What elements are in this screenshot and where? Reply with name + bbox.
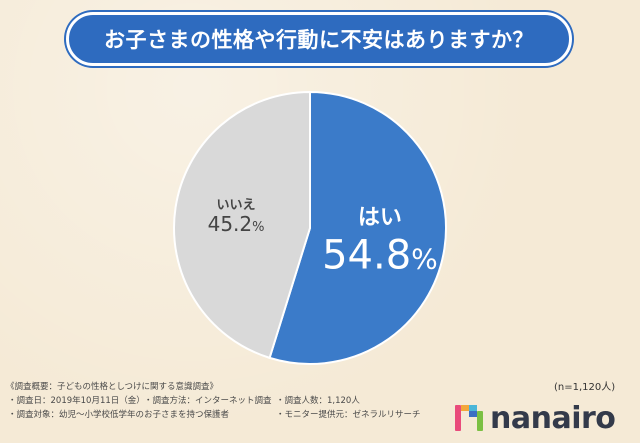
nanairo-logo-mark-icon — [455, 405, 483, 431]
slice-value-number-1: 45.2 — [208, 212, 253, 236]
survey-people: ・調査人数：1,120人 — [276, 396, 360, 406]
survey-summary: 《調査概要：子どもの性格としつけに関する意識調査》 ・調査日：2019年10月1… — [6, 380, 634, 440]
logo-text: nanairo — [490, 400, 616, 436]
survey-heading: 《調査概要：子どもの性格としつけに関する意識調査》 — [6, 382, 218, 392]
survey-monitor: ・モニター提供元：ゼネラルリサーチ — [276, 410, 421, 420]
chart-title: お子さまの性格や行動に不安はありますか？ — [104, 28, 534, 52]
nanairo-logo: nanairo — [452, 398, 616, 438]
pie-slice-0 — [268, 90, 447, 365]
slice-value-percent-1: % — [252, 220, 264, 235]
slice-label-1: いいえ — [217, 198, 256, 213]
slice-value-1: 45.2% — [208, 212, 265, 236]
sample-size-note: (n=1,120人) — [554, 382, 616, 393]
survey-method: ・調査方法：インターネット調査 — [144, 396, 272, 406]
title-banner: お子さまの性格や行動に不安はありますか？ — [66, 12, 572, 66]
slice-label-0: はい — [358, 206, 402, 231]
pie-slice-1 — [173, 90, 311, 360]
slice-value-0: 54.8% — [322, 233, 438, 279]
slice-value-number-0: 54.8 — [322, 233, 411, 279]
survey-date: ・調査日：2019年10月11日（金） — [8, 396, 145, 406]
survey-target: ・調査対象：幼児～小学校低学年のお子さまを持つ保護者 — [8, 410, 230, 420]
slice-value-percent-0: % — [411, 243, 438, 276]
